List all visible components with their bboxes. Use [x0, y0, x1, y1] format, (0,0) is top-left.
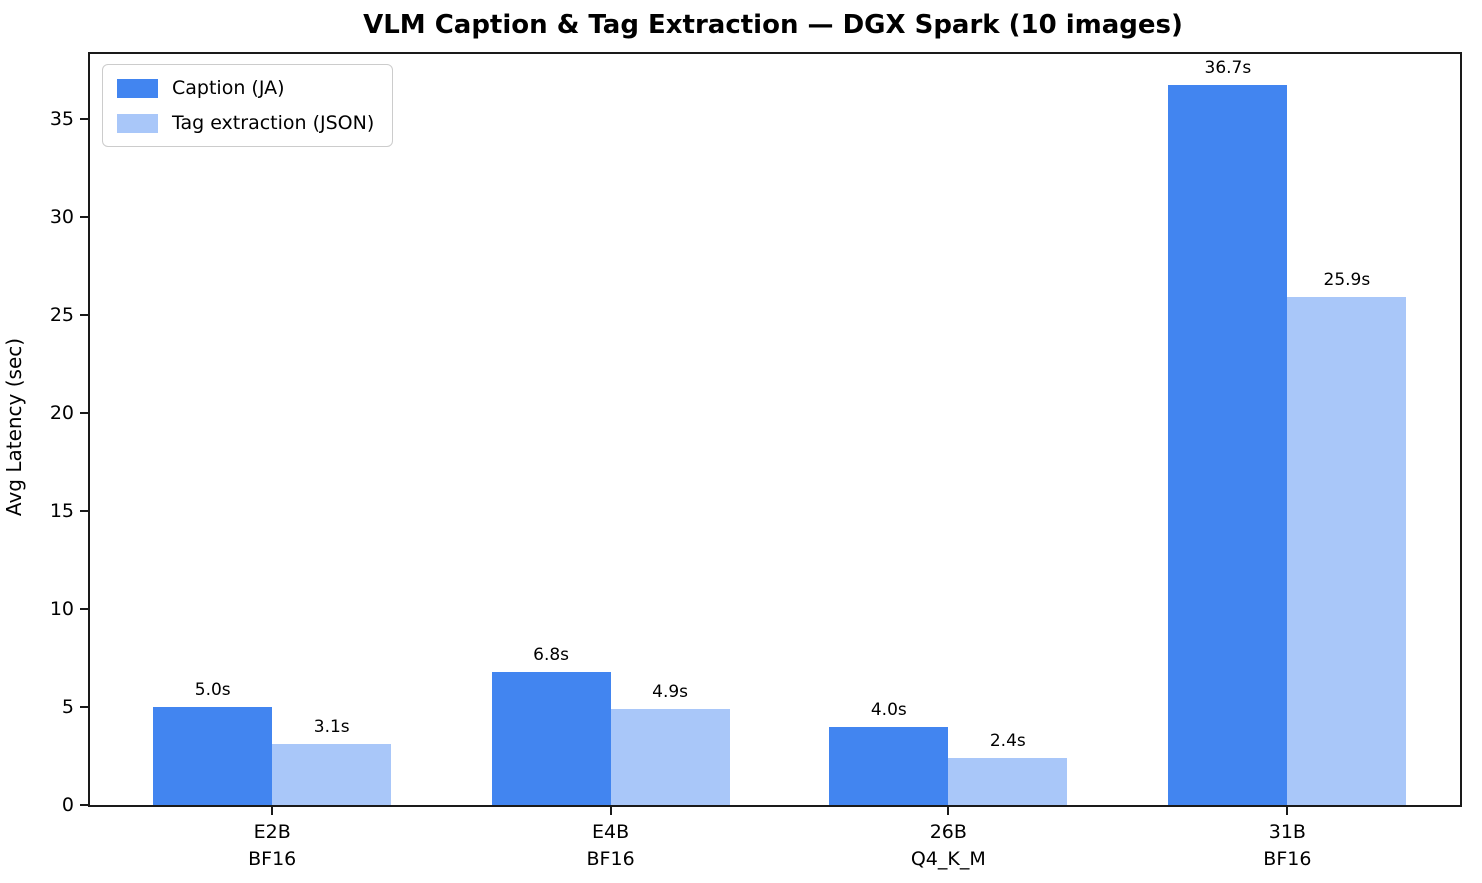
- x-category-label: E2B BF16: [248, 821, 297, 870]
- bar-tag-e2b: [272, 744, 392, 805]
- y-axis-label: Avg Latency (sec): [2, 337, 26, 517]
- x-category-label: 26B Q4_K_M: [910, 821, 986, 870]
- x-tick-mark: [609, 805, 612, 815]
- plot-area: Caption (JA) Tag extraction (JSON) 5.0s 3…: [50, 52, 1462, 870]
- bar-value-label: 4.9s: [652, 681, 689, 702]
- bar-caption-31b: [1168, 85, 1288, 805]
- legend-label: Caption (JA): [172, 77, 285, 99]
- legend-label: Tag extraction (JSON): [172, 112, 375, 134]
- y-tick-label: 10: [49, 597, 74, 620]
- bar-value-label: 36.7s: [1204, 58, 1252, 79]
- x-tick-mark: [271, 805, 274, 815]
- x-tick-mark: [1286, 805, 1289, 815]
- x-tick-mark: [947, 805, 950, 815]
- y-tick-mark: [80, 411, 90, 414]
- bar-caption-26b: [829, 726, 949, 805]
- y-tick-mark: [80, 509, 90, 512]
- legend-item-tag-extraction: Tag extraction (JSON): [117, 112, 374, 134]
- y-tick-mark: [80, 705, 90, 708]
- legend-item-caption: Caption (JA): [117, 77, 374, 99]
- y-tick-label: 0: [61, 794, 74, 816]
- legend: Caption (JA) Tag extraction (JSON): [102, 64, 394, 147]
- bar-tag-e4b: [610, 708, 730, 805]
- bar-value-label: 2.4s: [989, 730, 1026, 751]
- x-category-label: E4B BF16: [586, 821, 635, 870]
- y-tick-mark: [80, 804, 90, 806]
- bar-value-label: 5.0s: [194, 679, 231, 700]
- y-tick-mark: [80, 607, 90, 610]
- bar-value-label: 3.1s: [313, 717, 350, 738]
- bar-caption-e4b: [491, 671, 611, 805]
- bar-tag-26b: [948, 757, 1068, 805]
- x-category-label: 31B BF16: [1263, 821, 1312, 870]
- bar-caption-e2b: [153, 706, 273, 805]
- y-tick-mark: [80, 313, 90, 316]
- y-tick-label: 15: [49, 499, 74, 522]
- y-tick-mark: [80, 215, 90, 218]
- bar-value-label: 25.9s: [1323, 270, 1371, 291]
- bar-tag-31b: [1287, 297, 1407, 805]
- y-tick-label: 20: [49, 401, 74, 424]
- legend-swatch: [117, 113, 158, 133]
- legend-swatch: [117, 78, 158, 98]
- y-tick-label: 25: [49, 303, 74, 326]
- y-tick-mark: [80, 117, 90, 120]
- y-tick-label: 30: [49, 205, 74, 228]
- chart-title: VLM Caption & Tag Extraction — DGX Spark…: [363, 10, 1183, 40]
- y-tick-label: 5: [61, 695, 74, 718]
- bar-value-label: 6.8s: [533, 644, 570, 665]
- y-tick-label: 35: [49, 107, 74, 130]
- bar-value-label: 4.0s: [870, 699, 907, 720]
